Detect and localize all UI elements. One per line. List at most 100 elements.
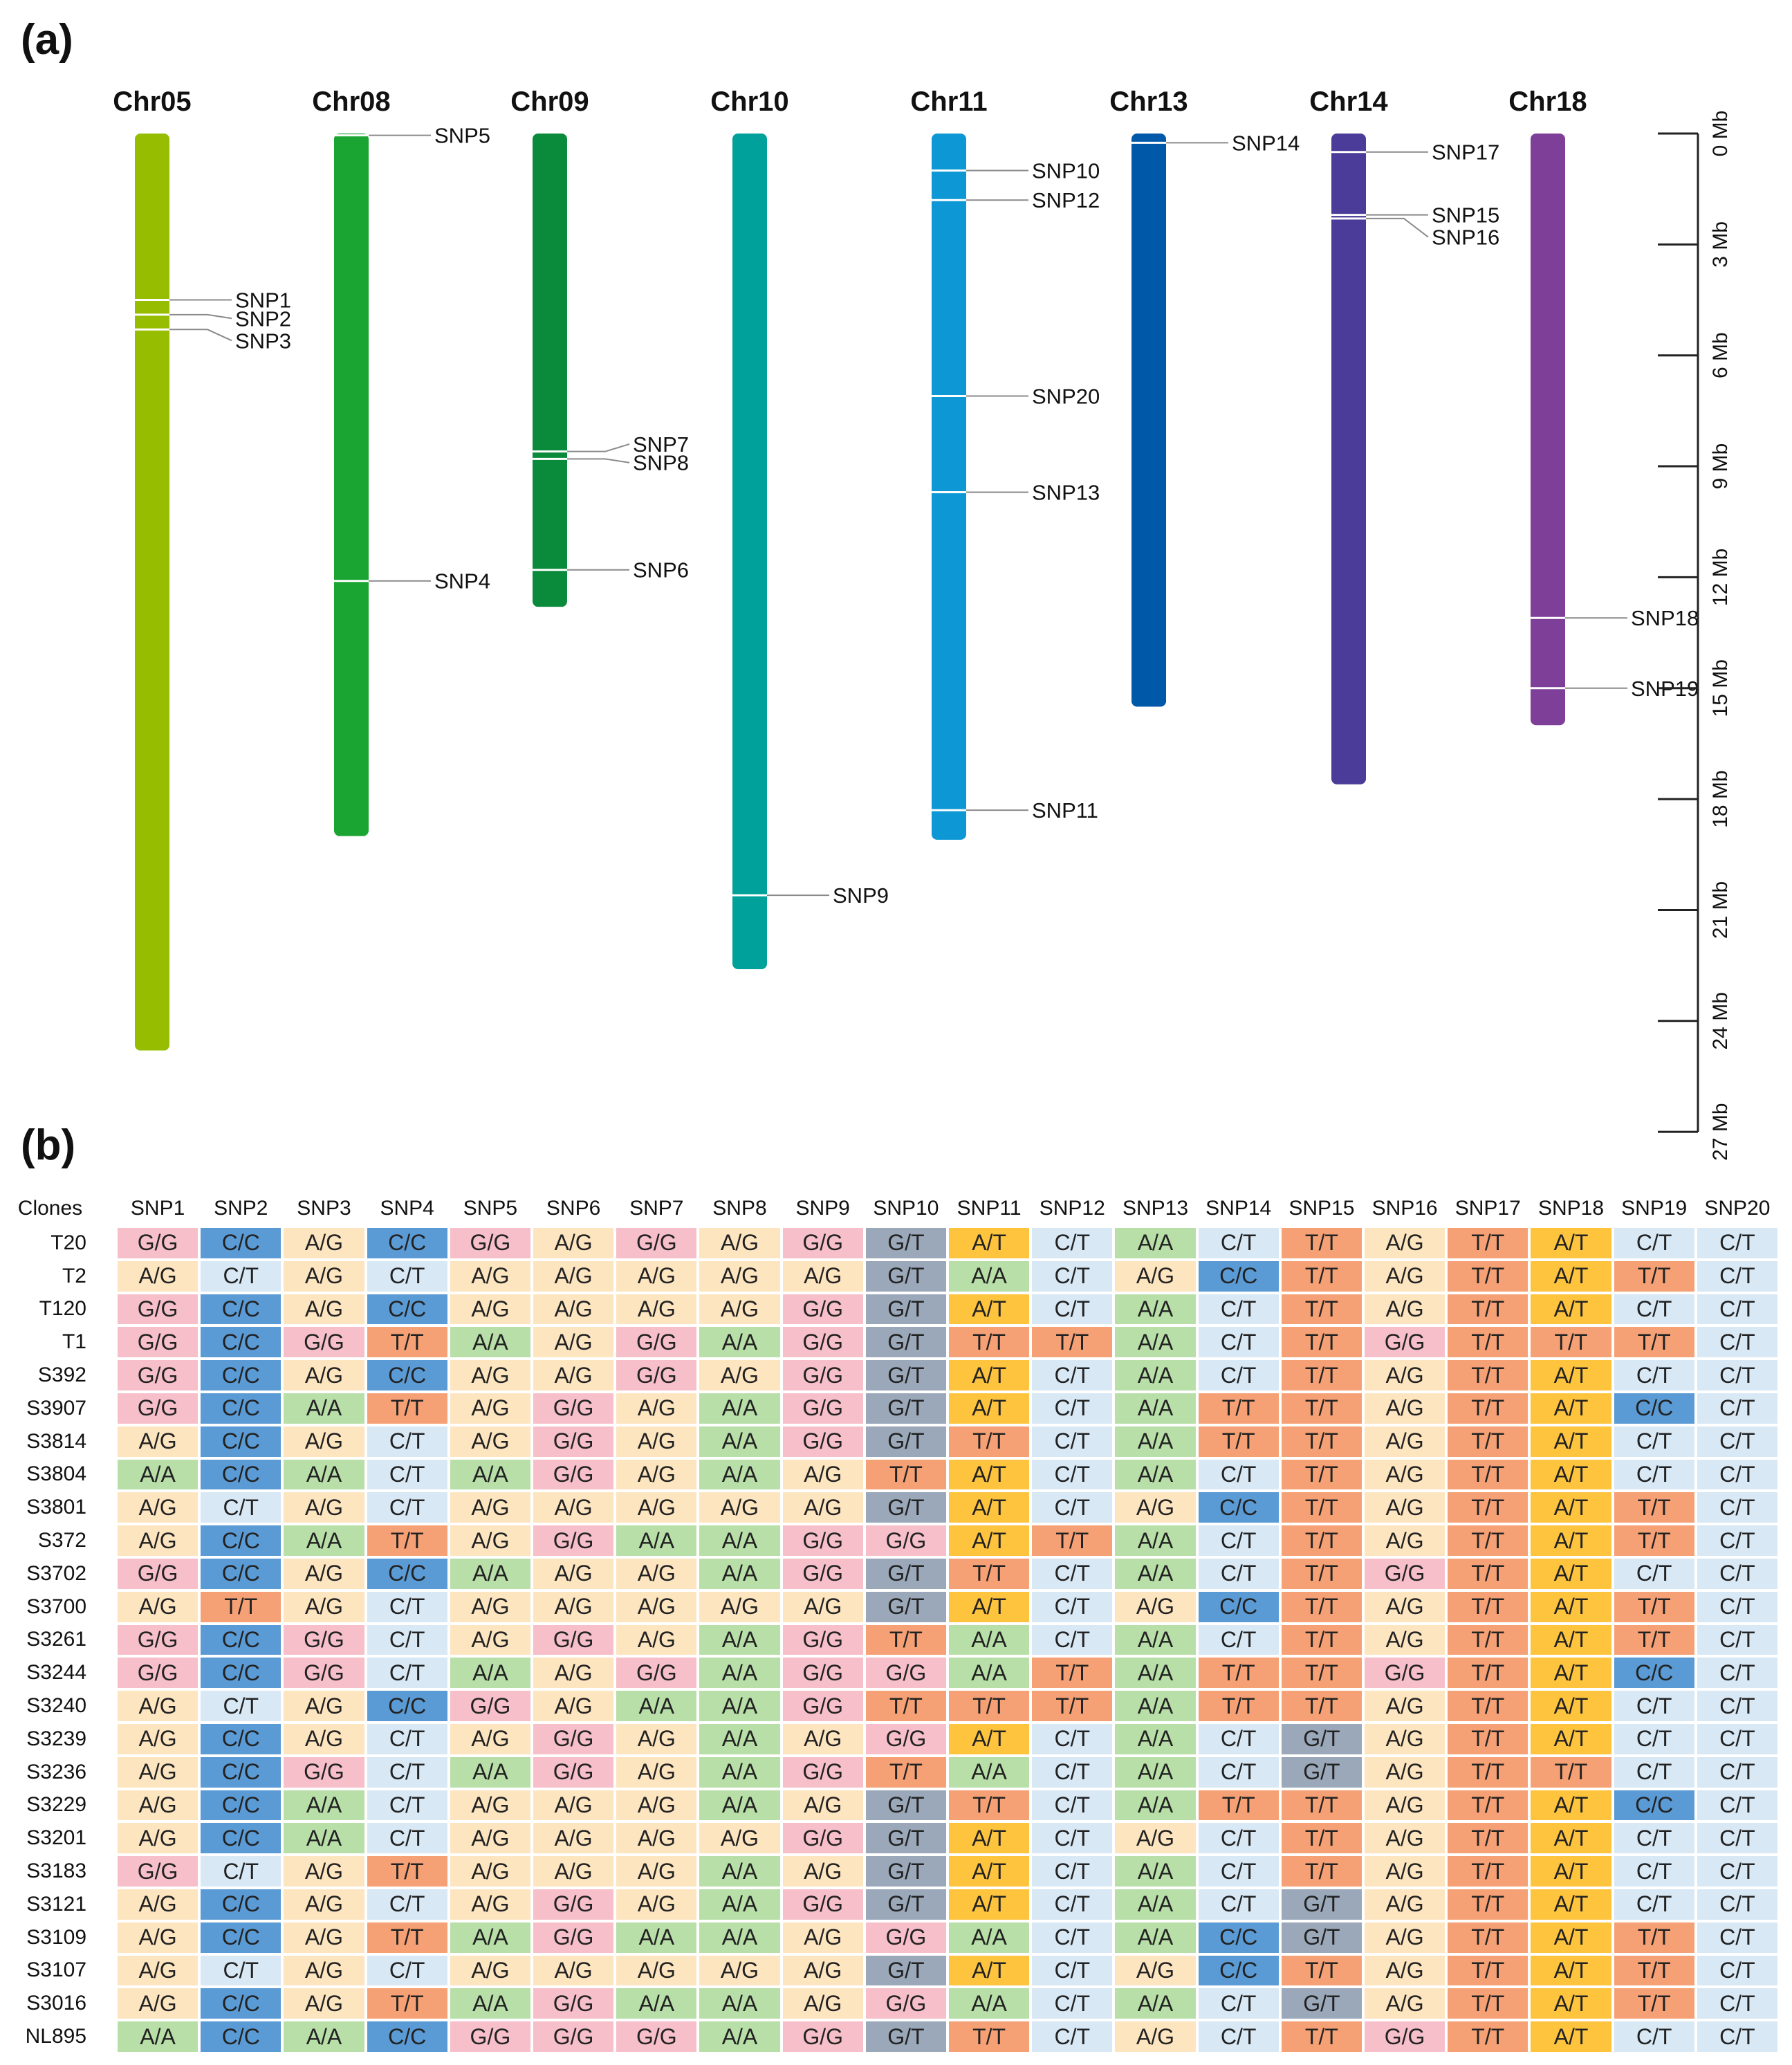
- genotype-cell: C/T: [1032, 1360, 1113, 1391]
- genotype-cell: G/G: [782, 2021, 863, 2052]
- genotype-cell: C/C: [201, 1525, 281, 1556]
- genotype-cell: C/T: [1697, 1393, 1777, 1424]
- genotype-cell: C/C: [1198, 1955, 1279, 1986]
- genotype-cell: G/T: [865, 1260, 946, 1292]
- row-label: S3107: [26, 1958, 86, 1982]
- genotype-cell: A/A: [284, 1823, 364, 1854]
- row-label: S392: [37, 1364, 86, 1387]
- genotype-cell: A/A: [699, 2021, 780, 2052]
- genotype-cell: A/T: [1531, 1889, 1611, 1920]
- scale-tick-label: 18 Mb: [1709, 770, 1732, 827]
- genotype-cell: A/A: [699, 1922, 780, 1953]
- genotype-cell: C/C: [201, 1559, 281, 1589]
- genotype-cell: A/G: [616, 1426, 697, 1457]
- genotype-cell: G/G: [118, 1856, 198, 1887]
- column-header: SNP7: [629, 1197, 684, 1220]
- genotype-cell: C/T: [367, 1260, 447, 1292]
- genotype-cell: G/G: [865, 1922, 946, 1953]
- genotype-cell: A/G: [533, 1228, 614, 1258]
- genotype-cell: A/A: [699, 1988, 780, 2019]
- genotype-cell: G/T: [865, 1955, 946, 1986]
- genotype-cell: A/G: [699, 1591, 780, 1622]
- marker-snp12: SNP12: [932, 188, 1100, 212]
- genotype-cell: C/C: [1614, 1658, 1694, 1689]
- genotype-cell: T/T: [1448, 1559, 1528, 1589]
- marker-label: SNP5: [434, 124, 490, 148]
- genotype-cell: A/A: [699, 1658, 780, 1689]
- genotype-cell: C/C: [367, 1294, 447, 1325]
- marker-snp16: SNP16: [1331, 217, 1499, 250]
- scale-tick-label: 15 Mb: [1709, 659, 1732, 717]
- row-label: S3700: [26, 1595, 86, 1618]
- genotype-cell: T/T: [1448, 1790, 1528, 1821]
- genotype-cell: T/T: [1448, 1724, 1528, 1754]
- genotype-cell: A/G: [782, 1459, 863, 1490]
- genotype-cell: A/G: [616, 1559, 697, 1589]
- genotype-cell: C/T: [1198, 1756, 1279, 1788]
- genotype-cell: A/G: [284, 1260, 364, 1292]
- genotype-cell: C/T: [1614, 1724, 1694, 1754]
- genotype-cell: C/T: [1032, 1790, 1113, 1821]
- marker-label: SNP20: [1032, 384, 1100, 408]
- genotype-cell: A/A: [284, 1393, 364, 1424]
- genotype-cell: A/G: [1115, 1823, 1196, 1854]
- genotype-cell: A/G: [1365, 1228, 1445, 1258]
- genotype-cell: A/T: [1531, 1294, 1611, 1325]
- genotype-cell: G/T: [865, 2021, 946, 2052]
- row-label: S3016: [26, 1992, 86, 2015]
- genotype-cell: C/T: [1198, 1559, 1279, 1589]
- genotype-cell: G/G: [1365, 1559, 1445, 1589]
- genotype-cell: A/G: [118, 1591, 198, 1622]
- genotype-cell: C/C: [201, 1426, 281, 1457]
- genotype-cell: T/T: [1281, 1327, 1362, 1358]
- genotype-cell: C/T: [1697, 1327, 1777, 1358]
- genotype-cell: A/A: [949, 1988, 1030, 2019]
- genotype-cell: T/T: [1448, 1922, 1528, 1953]
- marker-label: SNP2: [235, 306, 291, 331]
- genotype-cell: A/A: [284, 2021, 364, 2052]
- genotype-cell: G/G: [118, 1393, 198, 1424]
- genotype-cell: A/G: [1365, 1260, 1445, 1292]
- genotype-cell: A/G: [284, 1228, 364, 1258]
- genotype-cell: A/A: [450, 1559, 530, 1589]
- genotype-cell: C/C: [201, 1988, 281, 2019]
- genotype-cell: A/G: [616, 1790, 697, 1821]
- genotype-cell: A/A: [699, 1856, 780, 1887]
- column-header: SNP14: [1206, 1197, 1272, 1220]
- genotype-cell: C/T: [1614, 1823, 1694, 1854]
- row-label: S3702: [26, 1561, 86, 1585]
- genotype-cell: A/G: [450, 1525, 530, 1556]
- genotype-cell: C/T: [1198, 1724, 1279, 1754]
- genotype-cell: C/C: [201, 1790, 281, 1821]
- genotype-cell: C/T: [1032, 1823, 1113, 1854]
- genotype-cell: G/G: [782, 1559, 863, 1589]
- genotype-cell: C/C: [201, 1658, 281, 1689]
- genotype-cell: T/T: [1448, 1591, 1528, 1622]
- genotype-cell: A/A: [450, 1756, 530, 1788]
- genotype-cell: T/T: [367, 1525, 447, 1556]
- genotype-cell: A/G: [284, 1492, 364, 1523]
- marker-label: SNP15: [1432, 203, 1499, 228]
- row-label: T20: [50, 1231, 86, 1254]
- genotype-cell: C/T: [1697, 1360, 1777, 1391]
- scale-tick-label: 24 Mb: [1709, 992, 1732, 1049]
- genotype-cell: A/G: [450, 1823, 530, 1854]
- genotype-cell: A/G: [1115, 1260, 1196, 1292]
- genotype-cell: T/T: [1281, 1624, 1362, 1655]
- genotype-cell: A/T: [949, 1823, 1030, 1854]
- genotype-cell: A/G: [118, 1955, 198, 1986]
- genotype-cell: A/G: [118, 1525, 198, 1556]
- genotype-cell: T/T: [949, 1426, 1030, 1457]
- genotype-cell: T/T: [1198, 1691, 1279, 1721]
- genotype-cell: A/G: [616, 1724, 697, 1754]
- genotype-cell: A/G: [118, 1823, 198, 1854]
- genotype-cell: C/T: [201, 1955, 281, 1986]
- marker-snp9: SNP9: [732, 883, 889, 908]
- column-header: SNP17: [1454, 1197, 1521, 1220]
- scale-tick-label: 12 Mb: [1709, 549, 1732, 606]
- genotype-cell: A/G: [533, 1856, 614, 1887]
- genotype-cell: C/T: [1614, 1294, 1694, 1325]
- genotype-cell: T/T: [865, 1459, 946, 1490]
- genotype-cell: A/A: [284, 1525, 364, 1556]
- genotype-cell: A/G: [533, 1691, 614, 1721]
